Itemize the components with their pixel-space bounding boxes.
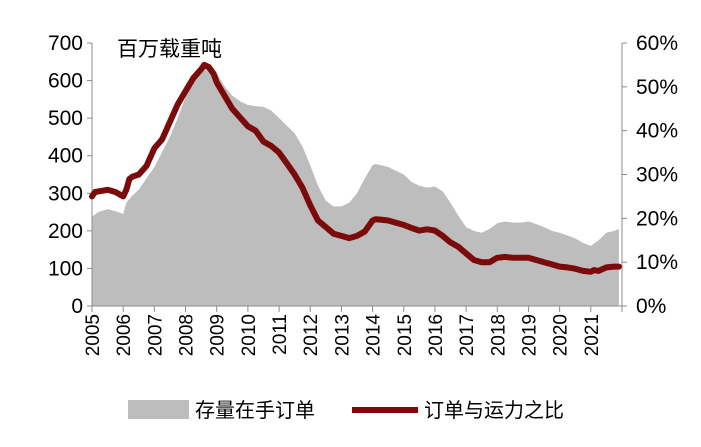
right-axis-tick-label: 20% — [636, 207, 678, 230]
line-layer — [89, 61, 622, 275]
legend-label-area: 存量在手订单 — [195, 399, 315, 422]
right-axis-tick-label: 50% — [636, 76, 678, 99]
x-axis-year-label: 2021 — [582, 314, 603, 356]
area-layer — [92, 67, 619, 307]
left-axis-tick-label: 100 — [48, 257, 83, 280]
x-axis-year-label: 2009 — [208, 314, 229, 356]
legend-label-line: 订单与运力之比 — [424, 399, 564, 422]
area-series-orderbook — [92, 67, 619, 307]
axes — [87, 42, 627, 312]
x-axis-year-label: 2020 — [551, 314, 572, 356]
x-axis-year-label: 2006 — [114, 314, 135, 356]
left-axis-tick-label: 400 — [48, 145, 83, 168]
left-axis-tick-label: 300 — [48, 182, 83, 205]
right-axis-tick-label: 0% — [636, 295, 666, 318]
legend-swatch-area — [128, 400, 189, 419]
x-axis-year-label: 2016 — [426, 314, 447, 356]
right-axis-tick-label: 60% — [636, 32, 678, 55]
x-axis-year-label: 2014 — [364, 314, 385, 357]
x-axis-year-label: 2012 — [301, 314, 322, 356]
left-axis-tick-label: 0 — [71, 295, 83, 318]
x-axis-year-label: 2005 — [83, 314, 104, 356]
line-series-ratio — [89, 61, 622, 275]
x-axis-year-label: 2019 — [520, 314, 541, 356]
left-axis-tick-label: 200 — [48, 220, 83, 243]
left-axis-unit-label: 百万载重吨 — [117, 38, 222, 61]
x-axis-year-label: 2017 — [457, 314, 478, 356]
left-axis-tick-label: 500 — [48, 107, 83, 130]
right-axis-tick-label: 40% — [636, 120, 678, 143]
right-axis-tick-label: 30% — [636, 164, 678, 187]
legend: 存量在手订单 订单与运力之比 — [128, 399, 564, 422]
x-axis-year-label: 2008 — [177, 314, 198, 356]
tick-labels: 0 100 200 300 400 500 600 700 0% 10% 20% 30% 40% 50% 6… — [48, 32, 678, 356]
left-axis-tick-label: 700 — [48, 32, 83, 55]
x-axis-year-label: 2015 — [395, 314, 416, 356]
x-axis-year-label: 2013 — [332, 314, 353, 356]
right-axis-tick-label: 10% — [636, 251, 678, 274]
x-axis-year-label: 2018 — [488, 314, 509, 356]
x-axis-year-label: 2010 — [239, 314, 260, 356]
left-axis-tick-label: 600 — [48, 70, 83, 93]
x-axis-year-label: 2007 — [145, 314, 166, 356]
x-axis-year-label: 2011 — [270, 314, 291, 355]
